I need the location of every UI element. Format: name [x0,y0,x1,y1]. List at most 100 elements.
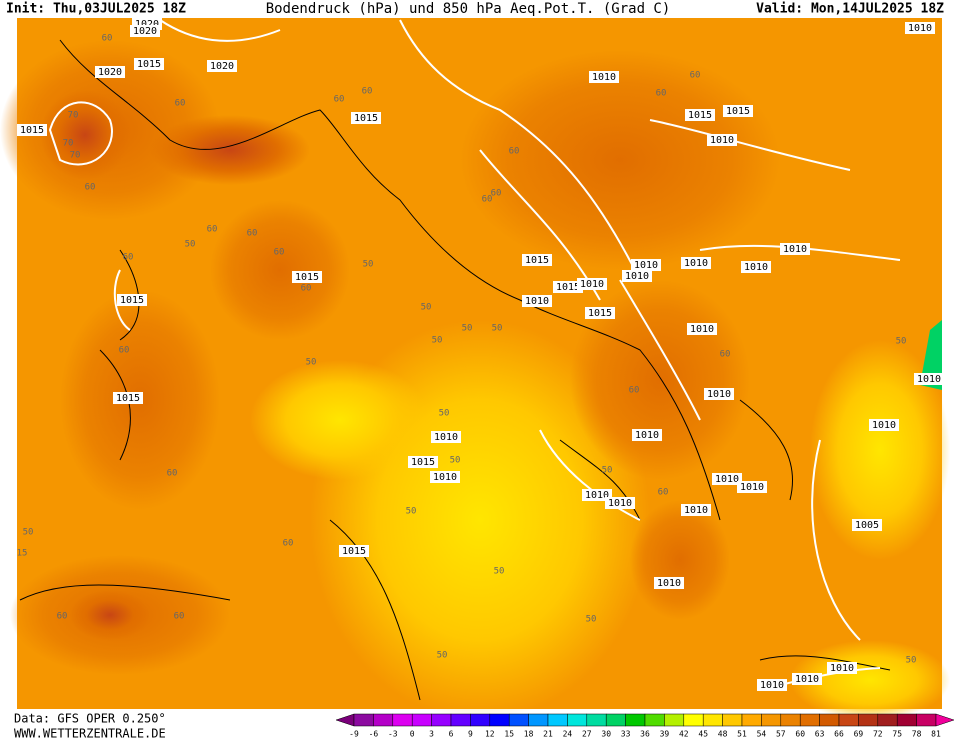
isobar-label-box [95,66,125,78]
temperature-label: 50 [586,615,597,625]
isobar-label: 1005 [855,520,879,531]
isobar-label: 1015 [726,106,750,117]
isobar-label: 1010 [830,663,854,674]
isobar-label-box [723,105,753,117]
isobar-label: 1010 [585,490,609,501]
isobar-label-box [704,388,734,400]
colorbar-tick-label: 66 [834,730,844,739]
temperature-label: 60 [334,95,345,105]
temperature-label: 50 [406,507,417,517]
colorbar-swatch [644,713,665,727]
isobar-label: 1010 [783,244,807,255]
colorbar-tick-label: 15 [504,730,514,739]
temperature-label: 50 [23,528,34,538]
colorbar-tick-label: 72 [873,730,883,739]
isobar-label: 1020 [98,67,122,78]
temperature-label: 60 [690,71,701,81]
colorbar-swatch [877,713,898,727]
colorbar-tick-label: 78 [912,730,922,739]
isobar-label-box [292,271,322,283]
website: WWW.WETTERZENTRALE.DE [14,727,166,741]
colorbar-tick-label: 36 [640,730,650,739]
colorbar-tick-label: -6 [369,730,379,739]
colorbar-tick-label: 18 [524,730,534,739]
isobar-label-box [605,497,635,509]
colorbar-swatch [605,713,626,727]
colorbar-tick-label: 27 [582,730,592,739]
temperature-label: 60 [123,253,134,263]
isobar-label-box [712,473,742,485]
isobar-label-box [632,429,662,441]
temperature-label: 50 [439,409,450,419]
colorbar-tick-label: 51 [737,730,747,739]
isobar-label: 1010 [525,296,549,307]
hot-shade [150,115,310,185]
temperature-label: 50 [185,240,196,250]
isobar-label: 1015 [342,546,366,557]
isobar-label-box [431,431,461,443]
isobar-label-box [408,456,438,468]
isobar-label-box [780,243,810,255]
colorbar-swatch [664,713,685,727]
isobar-label: 1010 [740,482,764,493]
temperature-label: 50 [421,303,432,313]
colorbar-swatch [392,713,413,727]
hot-shade [40,90,130,180]
colorbar-swatch [373,713,394,727]
isobar-label: 1010 [635,430,659,441]
isobar-label-box [827,662,857,674]
isobar-label: 1015 [137,59,161,70]
cool-patch [920,320,942,390]
isobar-label-box [654,577,684,589]
temperature-label: 50 [437,651,448,661]
colorbar-swatch [702,713,723,727]
temperature-label: 50 [492,324,503,334]
isobar-label-box [117,294,147,306]
temperature-label: 70 [70,151,81,161]
colorbar-tick-label: 30 [601,730,611,739]
hot-shade [460,50,780,270]
isobar-label: 1010 [580,279,604,290]
isobar-label: 1015 [120,295,144,306]
isobar-label-box [553,281,583,293]
isobar-label: 1015 [688,110,712,121]
isobar-label: 1010 [634,260,658,271]
colorbar-swatch [411,713,432,727]
isobar-label: 1020 [210,61,234,72]
isobar-label: 1010 [795,674,819,685]
colorbar-swatch [586,713,607,727]
colorbar-swatch [741,713,762,727]
colorbar-tick-label: 57 [776,730,786,739]
temperature-label: 60 [175,99,186,109]
isobar-label-box [914,373,944,385]
isobar-label: 1010 [710,135,734,146]
temperature-label: 50 [450,456,461,466]
colorbar-swatch [761,713,782,727]
isobar-label: 1015 [354,113,378,124]
hot-shade [630,500,730,620]
colorbar-tick-label: 69 [854,730,864,739]
isobar-label: 1010 [434,432,458,443]
colorbar: -9 -6 -3 0 3 6 9 12 15 18 21 24 27 30 33 36 39 42 45 48 51 54… [335,713,955,739]
isobar-label: 1015 [556,282,580,293]
isobar-label: 1010 [433,472,457,483]
temperature-label: 60 [174,612,185,622]
data-source: Data: GFS OPER 0.250° [14,712,166,726]
isobar-label: 1015 [588,308,612,319]
isobar-label: 1010 [657,578,681,589]
colorbar-tick-label: -3 [388,730,398,739]
isobar-label: 1015 [525,255,549,266]
colorbar-swatch [470,713,491,727]
isobar-label: 1020 [135,19,159,30]
colorbar-swatch [780,713,801,727]
isobar-label: 1010 [608,498,632,509]
colorbar-swatch [799,713,820,727]
colorbar-tick-label: 33 [621,730,631,739]
colorbar-tick-label: 42 [679,730,689,739]
map-title: Bodendruck (hPa) und 850 hPa Aeq.Pot.T. … [266,1,671,17]
colorbar-tick-label: 75 [892,730,902,739]
temperature-label: 15 [17,549,28,559]
colorbar-swatch [508,713,529,727]
isobar-label-box [134,58,164,70]
